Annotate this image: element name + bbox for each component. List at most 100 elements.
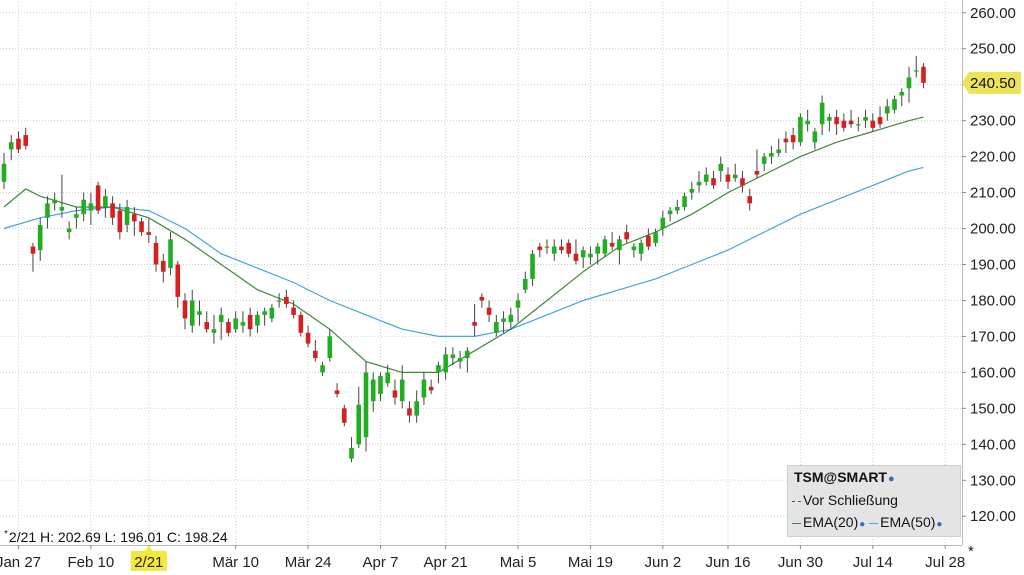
- x-tick-label: Feb 10: [68, 554, 115, 571]
- last-price-box: [962, 71, 1021, 94]
- y-tick-label: 160.00: [970, 364, 1016, 381]
- legend-ema20-label: EMA(20): [803, 514, 859, 530]
- candle: [197, 300, 202, 326]
- candle-body: [522, 278, 528, 290]
- candle: [363, 361, 369, 452]
- candle: [262, 307, 267, 326]
- candle-body: [863, 117, 868, 121]
- candle-body: [16, 138, 21, 150]
- candle-body: [124, 206, 130, 225]
- candle-body: [218, 314, 224, 323]
- candle-body: [761, 156, 767, 164]
- candle: [689, 181, 695, 200]
- candle: [153, 235, 159, 272]
- candle-body: [1, 163, 7, 182]
- candle-body: [276, 300, 282, 302]
- candle-body: [653, 232, 658, 243]
- candle: [211, 314, 217, 344]
- candle: [747, 188, 753, 211]
- candle-body: [356, 404, 362, 445]
- candle: [537, 242, 543, 258]
- candle: [240, 311, 246, 333]
- green-line-icon: [792, 522, 801, 524]
- x-tick-label: Jun 16: [705, 554, 750, 571]
- candle-body: [566, 242, 572, 254]
- candle: [522, 271, 528, 294]
- candle: [305, 325, 311, 348]
- y-tick-label: 260.00: [970, 5, 1016, 22]
- settings-dot-icon: ●: [887, 473, 895, 485]
- candle-body: [443, 354, 448, 373]
- candle-body: [59, 206, 65, 211]
- candle: [870, 113, 876, 132]
- candle-body: [921, 66, 926, 83]
- legend-row-ema[interactable]: EMA(20)● EMA(50)●: [792, 514, 942, 530]
- y-tick-label: 250.00: [970, 41, 1016, 58]
- last-price-label: 240.50: [970, 75, 1016, 92]
- y-axis: 120.00 130.00 140.00 150.00 160.00 170.00 180.…: [962, 5, 1016, 525]
- legend-symbol[interactable]: TSM@SMART●: [794, 469, 895, 485]
- candle-body: [588, 253, 593, 258]
- candles-series: [1, 55, 926, 463]
- candle-body: [305, 332, 311, 344]
- candle-body: [834, 117, 839, 125]
- settings-dot-icon[interactable]: ●: [936, 519, 943, 530]
- candle-body: [805, 120, 810, 125]
- candle: [906, 66, 912, 103]
- candle-body: [88, 203, 94, 211]
- settings-dot-icon[interactable]: ●: [859, 519, 866, 530]
- candle: [834, 109, 839, 136]
- candle-body: [349, 447, 354, 459]
- candle-body: [8, 142, 14, 150]
- candle: [783, 131, 789, 154]
- candle-body: [378, 375, 383, 394]
- candle-body: [617, 239, 622, 251]
- candle: [667, 206, 673, 222]
- candle: [23, 127, 29, 150]
- candle-body: [877, 117, 883, 125]
- y-tick-label: 230.00: [970, 113, 1016, 130]
- candle: [892, 95, 897, 114]
- candle-body: [906, 77, 912, 89]
- candle: [407, 401, 412, 423]
- legend-symbol-text: TSM@SMART: [794, 469, 887, 485]
- candle: [320, 361, 325, 376]
- chart-legend[interactable]: TSM@SMART● Vor Schließung EMA(20)● EMA(5…: [787, 465, 961, 537]
- candle-body: [298, 314, 304, 333]
- candle-body: [81, 199, 86, 215]
- candle-body: [754, 171, 760, 175]
- candle-body: [892, 99, 897, 110]
- candle-body: [515, 300, 521, 308]
- candle: [848, 109, 854, 128]
- candle: [341, 404, 347, 427]
- candle: [609, 232, 615, 251]
- candle-body: [175, 264, 181, 297]
- candle-body: [769, 153, 774, 157]
- last-price-marker: 240.50: [962, 71, 1021, 94]
- candle: [624, 224, 629, 243]
- y-tick-label: 130.00: [970, 472, 1016, 489]
- candle: [725, 167, 731, 189]
- x-tick-label: Mär 10: [212, 554, 259, 571]
- candle: [124, 199, 130, 233]
- candle: [414, 390, 419, 423]
- candle-body: [421, 379, 427, 398]
- candle: [189, 289, 195, 333]
- candle: [494, 314, 499, 337]
- candle-body: [544, 246, 550, 248]
- candle-body: [602, 239, 608, 254]
- candle-body: [472, 322, 477, 326]
- candle: [59, 174, 65, 218]
- candle-body: [494, 322, 499, 333]
- candle-body: [262, 311, 267, 315]
- candle: [776, 138, 781, 157]
- candle: [588, 246, 593, 265]
- legend-ema50-label: EMA(50): [880, 514, 936, 530]
- candle: [602, 235, 608, 258]
- candle-body: [675, 206, 680, 211]
- candle: [428, 379, 434, 394]
- candle-body: [153, 242, 159, 265]
- candle: [913, 55, 919, 78]
- legend-row-close[interactable]: Vor Schließung: [792, 492, 898, 508]
- candle: [160, 253, 166, 283]
